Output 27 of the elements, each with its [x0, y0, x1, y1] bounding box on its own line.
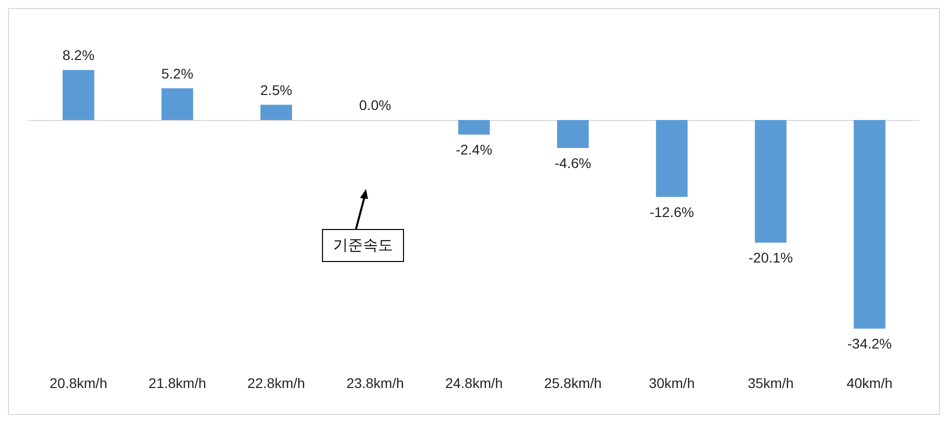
annotation: 기준속도	[322, 229, 404, 262]
data-label: 0.0%	[359, 97, 392, 113]
x-tick-label: 21.8km/h	[148, 375, 206, 391]
x-tick-label: 23.8km/h	[346, 375, 404, 391]
data-label: -4.6%	[554, 155, 592, 172]
data-label: 8.2%	[62, 46, 94, 63]
bar	[260, 104, 292, 120]
x-tick-label: 22.8km/h	[247, 375, 306, 391]
data-label: 5.2%	[161, 65, 194, 82]
bar	[162, 88, 194, 120]
x-tick-label: 24.8km/h	[445, 375, 503, 391]
x-tick-label: 35km/h	[748, 375, 794, 391]
x-tick-label: 25.8km/h	[544, 375, 602, 391]
data-label: -20.1%	[748, 250, 793, 266]
data-label: -34.2%	[847, 336, 892, 352]
bar	[854, 120, 886, 329]
data-label: -12.6%	[650, 204, 694, 220]
x-tick-label: 30km/h	[648, 375, 695, 391]
x-tick-label: 20.8km/h	[50, 375, 108, 391]
data-label: 2.5%	[260, 82, 292, 98]
x-tick-label: 40km/h	[846, 375, 893, 391]
bar	[754, 120, 786, 243]
bar	[62, 70, 94, 120]
bar	[458, 120, 490, 135]
bar	[557, 120, 589, 148]
bar	[656, 120, 688, 197]
data-label: -2.4%	[456, 142, 492, 158]
